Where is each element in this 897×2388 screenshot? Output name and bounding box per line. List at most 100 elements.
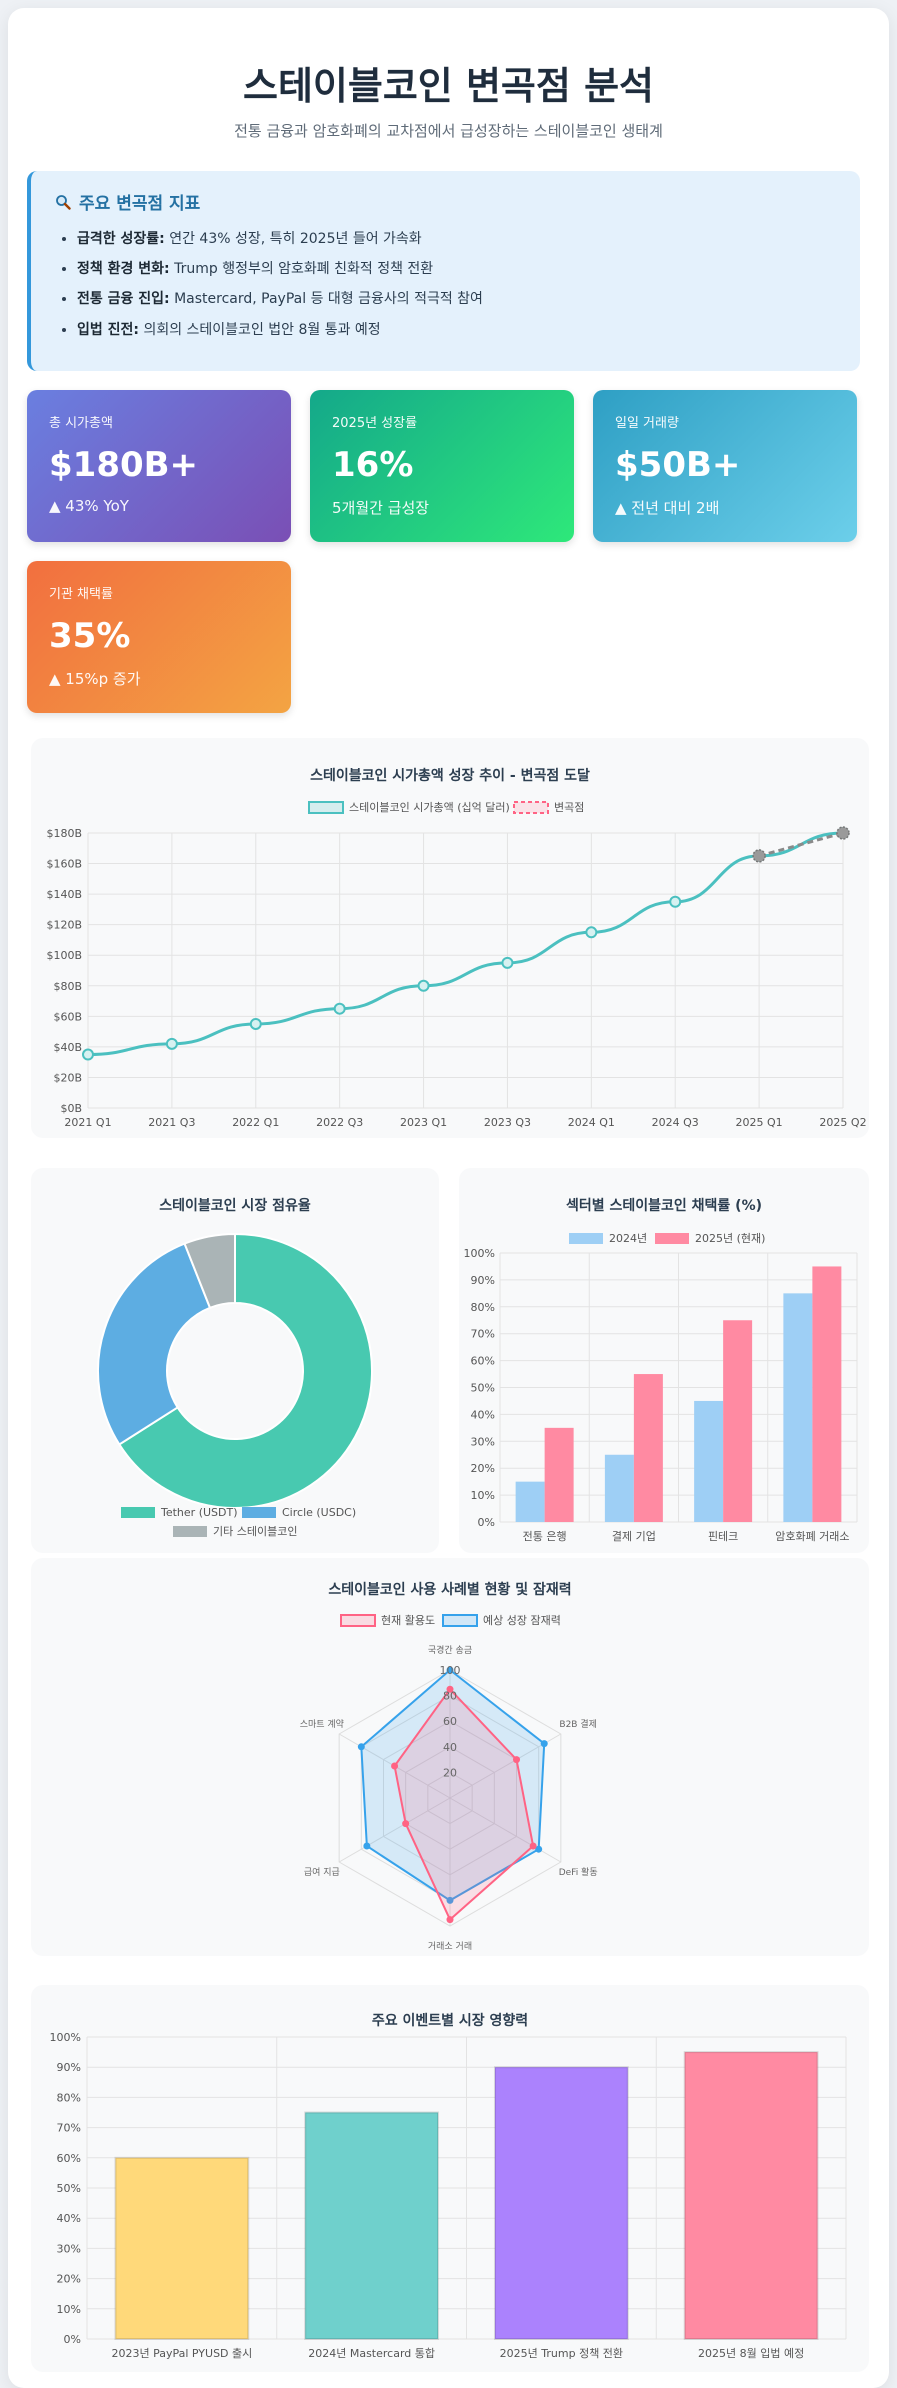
bar	[604, 1454, 634, 1522]
x-tick-label: 핀테크	[708, 1530, 738, 1543]
insight-item-text: Mastercard, PayPal 등 대형 금융사의 적극적 참여	[169, 291, 483, 308]
bar	[723, 1320, 753, 1522]
insight-item: 전통 금융 진입: Mastercard, PayPal 등 대형 금융사의 적…	[77, 290, 836, 308]
legend-swatch-usdt[interactable]	[121, 1507, 155, 1518]
data-point	[165, 1037, 178, 1050]
x-tick-label: 2024 Q1	[568, 1116, 615, 1129]
x-tick-label: 2022 Q3	[316, 1116, 363, 1129]
legend-swatch-market-cap[interactable]	[308, 801, 344, 814]
insight-item-label: 입법 진전:	[77, 321, 139, 338]
stat-value: $50B+	[615, 445, 741, 485]
x-tick-label: 2025 Q1	[736, 1116, 783, 1129]
radar-tick-label: 100	[440, 1664, 461, 1677]
stat-label: 2025년 성장률	[332, 416, 418, 431]
bar	[683, 2051, 819, 2340]
stat-change: ▲ 전년 대비 2배	[615, 499, 720, 517]
legend-label-inflection[interactable]: 변곡점	[554, 801, 584, 814]
y-tick-label: 0%	[64, 2333, 81, 2346]
y-tick-label: 80%	[471, 1301, 495, 1314]
x-tick-label: 2025 Q2	[819, 1116, 866, 1129]
x-tick-label: 2025년 Trump 정책 전환	[500, 2347, 623, 2360]
radar-point	[513, 1756, 521, 1764]
legend-swatch-current[interactable]	[340, 1614, 376, 1627]
bar	[783, 1293, 813, 1522]
bar	[515, 1481, 545, 1522]
radar-axis-label: 급여 지급	[304, 1866, 340, 1878]
y-tick-label: $0B	[60, 1102, 82, 1115]
bar	[544, 1427, 574, 1522]
y-tick-label: 60%	[471, 1355, 495, 1368]
radar-tick-label: 40	[443, 1741, 457, 1754]
insight-item-text: Trump 행정부의 암호화폐 친화적 정책 전환	[169, 261, 434, 278]
line-chart: 스테이블코인 시가총액 성장 추이 - 변곡점 도달 스테이블코인 시가총액 (…	[46, 767, 866, 1129]
legend-label-others[interactable]: 기타 스테이블코인	[213, 1525, 297, 1538]
event-bar-card: 주요 이벤트별 시장 영향력 0% 10% 20% 30% 40% 50% 60% 70% 80…	[31, 1985, 869, 2372]
y-tick-label: 100%	[464, 1247, 495, 1260]
y-tick-label: $40B	[53, 1041, 82, 1054]
y-tick-label: 30%	[471, 1435, 495, 1448]
insight-item-label: 급격한 성장률:	[77, 231, 165, 247]
stat-card-adoption: 기관 채택률 35% ▲ 15%p 증가	[27, 561, 291, 713]
y-tick-label: 10%	[471, 1489, 495, 1502]
radar-chart-title: 스테이블코인 사용 사례별 현황 및 잠재력	[328, 1581, 571, 1598]
legend-swatch-others[interactable]	[173, 1526, 207, 1537]
legend-label-usdt[interactable]: Tether (USDT)	[160, 1506, 238, 1519]
data-point	[417, 979, 430, 992]
x-tick-label: 2024 Q3	[652, 1116, 699, 1129]
y-tick-label: $180B	[46, 827, 82, 840]
radar-chart-card: 스테이블코인 사용 사례별 현황 및 잠재력 현재 활용도 예상 성장 잠재력 …	[31, 1558, 869, 1956]
radar-point	[535, 1845, 543, 1853]
legend-label-current[interactable]: 현재 활용도	[381, 1613, 435, 1627]
radar-axis-label: DeFi 활동	[559, 1866, 598, 1878]
data-point	[333, 1002, 346, 1015]
event-chart-title: 주요 이벤트별 시장 영향력	[372, 2012, 528, 2029]
y-tick-label: $140B	[46, 888, 82, 901]
stat-card-volume: 일일 거래량 $50B+ ▲ 전년 대비 2배	[593, 390, 857, 542]
legend-label-usdc[interactable]: Circle (USDC)	[282, 1506, 356, 1519]
radar-point	[540, 1740, 548, 1748]
x-tick-label: 2023 Q3	[484, 1116, 531, 1129]
y-tick-label: 40%	[471, 1408, 495, 1421]
radar-chart: 스테이블코인 사용 사례별 현황 및 잠재력 현재 활용도 예상 성장 잠재력 …	[300, 1581, 598, 1952]
legend-swatch-2025[interactable]	[655, 1233, 689, 1244]
radar-point	[363, 1842, 371, 1850]
y-tick-label: 60%	[57, 2152, 81, 2165]
insight-box: 주요 변곡점 지표 급격한 성장률: 연간 43% 성장, 특히 2025년 들…	[27, 171, 860, 371]
data-point	[82, 1048, 94, 1061]
insight-item-label: 전통 금융 진입:	[77, 291, 170, 308]
series-line-market-cap	[87, 831, 844, 1057]
legend-swatch-potential[interactable]	[442, 1614, 478, 1627]
radar-axis-label: 거래소 거래	[428, 1941, 472, 1952]
legend-label-potential[interactable]: 예상 성장 잠재력	[483, 1614, 561, 1627]
legend-swatch-2024[interactable]	[569, 1233, 603, 1244]
data-point	[249, 1017, 262, 1030]
legend-label-market-cap[interactable]: 스테이블코인 시가총액 (십억 달러)	[349, 801, 510, 814]
legend-label-2025[interactable]: 2025년 (현재)	[695, 1232, 765, 1245]
legend-swatch-usdc[interactable]	[242, 1507, 276, 1518]
inflection-point	[752, 849, 766, 863]
legend-label-2024[interactable]: 2024년	[609, 1232, 647, 1245]
y-tick-label: 50%	[57, 2182, 81, 2195]
radar-axis-label: 스마트 계약	[300, 1718, 344, 1730]
page-subtitle: 전통 금융과 암호화폐의 교차점에서 급성장하는 스테이블코인 생태계	[234, 122, 663, 140]
bar	[633, 1374, 663, 1522]
y-tick-label: 90%	[471, 1274, 495, 1287]
inflection-point	[836, 826, 850, 840]
radar-point	[391, 1762, 399, 1770]
x-tick-label: 2021 Q3	[148, 1116, 195, 1129]
stat-card-growth: 2025년 성장률 16% 5개월간 급성장	[310, 390, 574, 542]
y-tick-label: 30%	[57, 2242, 81, 2255]
x-tick-label: 전통 은행	[523, 1530, 567, 1543]
bar	[114, 2156, 250, 2340]
stat-value: 35%	[49, 616, 131, 656]
x-tick-label: 암호화폐 거래소	[775, 1530, 849, 1543]
radar-point	[446, 1916, 454, 1924]
data-point	[669, 895, 682, 908]
y-tick-label: 90%	[57, 2061, 81, 2074]
bar	[493, 2066, 629, 2340]
stat-value: 16%	[332, 445, 414, 485]
radar-point	[402, 1820, 410, 1828]
legend-swatch-inflection[interactable]	[513, 801, 549, 814]
radar-axis-label: 국경간 송금	[428, 1644, 472, 1656]
radar-point	[446, 1666, 454, 1674]
